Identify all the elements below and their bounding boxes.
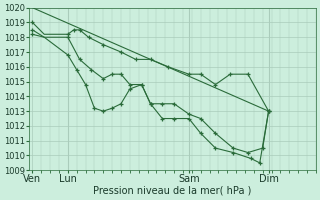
X-axis label: Pression niveau de la mer( hPa ): Pression niveau de la mer( hPa ) xyxy=(93,186,252,196)
